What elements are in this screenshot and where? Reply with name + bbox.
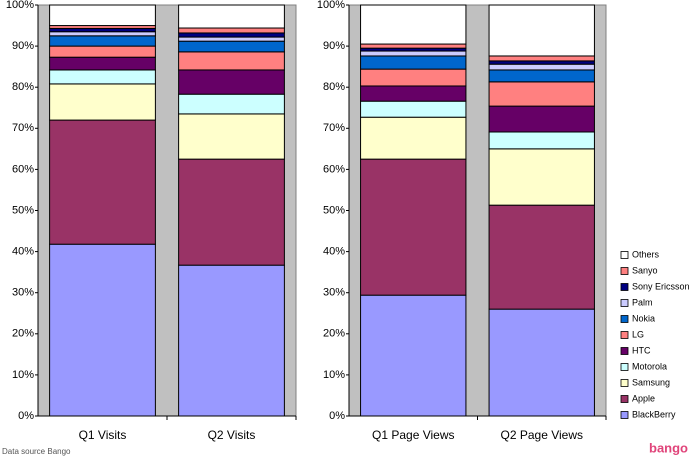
legend-swatch xyxy=(620,267,629,275)
y-tick-label: 90% xyxy=(12,40,34,52)
legend-swatch xyxy=(620,379,629,387)
bar-segment xyxy=(488,55,595,62)
bar-segment xyxy=(488,148,595,206)
legend-swatch xyxy=(620,347,629,355)
legend-swatch xyxy=(620,363,629,371)
y-tick-label: 100% xyxy=(317,0,345,11)
bar-segment xyxy=(178,69,285,95)
x-tick-label: Q2 Page Views xyxy=(501,428,584,442)
bar-segment xyxy=(49,69,156,85)
x-tick-label: Q1 Page Views xyxy=(372,428,455,442)
bar-segment xyxy=(360,294,467,417)
x-tick-label: Q2 Visits xyxy=(208,428,256,442)
y-tick-label: 80% xyxy=(12,81,34,93)
y-tick-label: 0% xyxy=(329,410,345,422)
bar-segment xyxy=(49,4,156,27)
bar-segment xyxy=(49,45,156,58)
legend-label: BlackBerry xyxy=(632,409,676,419)
bar-segment xyxy=(178,93,285,115)
bar-segment xyxy=(488,4,595,57)
y-tick-label: 80% xyxy=(323,81,345,93)
x-tick-label: Q1 Visits xyxy=(79,428,127,442)
legend-swatch xyxy=(620,283,629,291)
source-note: Data source Bango xyxy=(2,447,71,456)
bar-segment xyxy=(360,43,467,49)
bar-segment xyxy=(49,35,156,47)
bar-segment xyxy=(360,4,467,45)
y-tick-label: 40% xyxy=(12,246,34,258)
y-tick-label: 100% xyxy=(6,0,34,11)
y-tick-label: 50% xyxy=(12,204,34,216)
legend-swatch xyxy=(620,395,629,403)
y-tick-label: 30% xyxy=(12,287,34,299)
y-tick-label: 60% xyxy=(323,163,345,175)
legend-swatch xyxy=(620,251,629,259)
y-tick-label: 90% xyxy=(323,40,345,52)
legend-label: LG xyxy=(632,329,644,339)
legend-label: Sony Ericsson xyxy=(632,281,690,291)
bar-segment xyxy=(178,264,285,417)
legend-label: HTC xyxy=(632,345,651,355)
y-tick-label: 20% xyxy=(323,328,345,340)
bar-segment xyxy=(360,158,467,296)
bar-segment xyxy=(360,85,467,102)
bar-segment xyxy=(49,56,156,71)
y-tick-label: 40% xyxy=(323,246,345,258)
bar-segment xyxy=(178,36,285,42)
bar-segment xyxy=(49,83,156,121)
bar-segment xyxy=(178,113,285,160)
y-tick-label: 60% xyxy=(12,163,34,175)
bar-segment xyxy=(488,204,595,310)
bar-segment xyxy=(178,27,285,34)
bar-segment xyxy=(178,51,285,71)
y-tick-label: 70% xyxy=(323,122,345,134)
bar-segment xyxy=(488,63,595,71)
bar-segment xyxy=(360,116,467,160)
bar-segment xyxy=(49,31,156,37)
bar-segment xyxy=(360,68,467,87)
bar-segment xyxy=(49,243,156,417)
legend-swatch xyxy=(620,299,629,307)
y-tick-label: 0% xyxy=(18,410,34,422)
bar-segment xyxy=(488,81,595,107)
bar-segment xyxy=(488,105,595,133)
y-tick-label: 70% xyxy=(12,122,34,134)
bar-segment xyxy=(360,55,467,70)
bar-segment xyxy=(488,69,595,83)
legend-label: Nokia xyxy=(632,313,655,323)
legend-label: Others xyxy=(632,249,660,259)
bar-segment xyxy=(360,100,467,118)
y-tick-label: 10% xyxy=(12,369,34,381)
y-tick-label: 20% xyxy=(12,328,34,340)
bar-segment xyxy=(488,308,595,417)
logo: bango xyxy=(649,440,688,455)
legend-label: Sanyo xyxy=(632,265,658,275)
bar-segment xyxy=(178,40,285,53)
bar-segment xyxy=(49,119,156,245)
legend-swatch xyxy=(620,315,629,323)
legend-label: Motorola xyxy=(632,361,667,371)
bar-segment xyxy=(360,50,467,57)
bar-segment xyxy=(488,131,595,150)
legend-label: Apple xyxy=(632,393,655,403)
legend-label: Palm xyxy=(632,297,653,307)
bar-segment xyxy=(178,32,285,38)
y-tick-label: 50% xyxy=(323,204,345,216)
legend-swatch xyxy=(620,331,629,339)
bar-segment xyxy=(178,4,285,29)
y-tick-label: 30% xyxy=(323,287,345,299)
legend-label: Samsung xyxy=(632,377,670,387)
bar-segment xyxy=(178,158,285,266)
y-tick-label: 10% xyxy=(323,369,345,381)
legend-swatch xyxy=(620,411,629,419)
